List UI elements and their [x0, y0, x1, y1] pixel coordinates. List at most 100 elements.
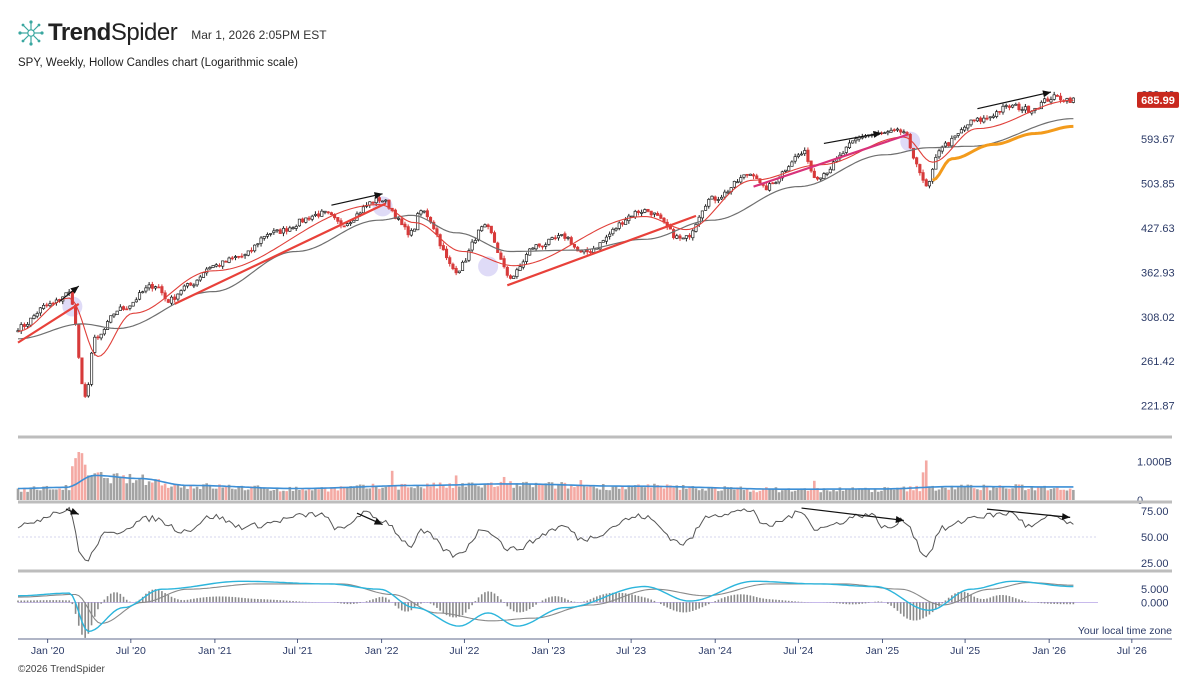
volume-bar[interactable]	[889, 489, 893, 500]
price-candle[interactable]	[269, 233, 273, 237]
volume-bar[interactable]	[822, 488, 826, 500]
price-candle[interactable]	[141, 290, 145, 294]
price-candle[interactable]	[163, 290, 167, 302]
volume-bar[interactable]	[208, 484, 212, 500]
price-candle[interactable]	[189, 282, 193, 287]
volume-bar[interactable]	[656, 485, 659, 500]
volume-bar[interactable]	[99, 472, 103, 500]
price-candle[interactable]	[601, 239, 605, 243]
volume-bar[interactable]	[819, 492, 823, 500]
volume-bar[interactable]	[474, 483, 477, 500]
volume-bar[interactable]	[649, 487, 653, 500]
price-candle[interactable]	[547, 238, 551, 246]
price-candle[interactable]	[272, 228, 276, 235]
volume-bar[interactable]	[672, 487, 675, 500]
price-candle[interactable]	[259, 236, 263, 247]
price-candle[interactable]	[803, 147, 807, 156]
price-candle[interactable]	[627, 213, 631, 224]
volume-bar[interactable]	[135, 480, 138, 500]
volume-bar[interactable]	[406, 487, 410, 500]
price-candle[interactable]	[1014, 102, 1018, 106]
price-candle[interactable]	[556, 232, 561, 241]
volume-bar[interactable]	[963, 487, 966, 500]
volume-bar[interactable]	[1056, 487, 1059, 500]
price-candle[interactable]	[956, 133, 960, 138]
price-candle[interactable]	[975, 117, 979, 123]
price-candle[interactable]	[1046, 96, 1050, 102]
volume-bar[interactable]	[761, 488, 765, 500]
volume-bar[interactable]	[630, 486, 634, 500]
price-candle[interactable]	[99, 333, 103, 341]
price-candle[interactable]	[489, 225, 493, 235]
volume-bar[interactable]	[301, 489, 304, 500]
price-candle[interactable]	[278, 228, 282, 234]
price-candle[interactable]	[265, 232, 269, 239]
volume-bar[interactable]	[892, 489, 896, 500]
volume-bar[interactable]	[1049, 489, 1053, 500]
price-candle[interactable]	[652, 212, 656, 218]
price-candle[interactable]	[444, 246, 449, 261]
volume-bar[interactable]	[944, 487, 947, 500]
price-candle[interactable]	[45, 302, 49, 308]
volume-bar[interactable]	[365, 488, 368, 500]
volume-bar[interactable]	[793, 490, 797, 500]
price-candle[interactable]	[221, 260, 225, 269]
volume-bar[interactable]	[924, 460, 928, 500]
price-candle[interactable]	[253, 244, 257, 253]
price-candle[interactable]	[889, 127, 893, 133]
price-candle[interactable]	[608, 231, 612, 240]
volume-bar[interactable]	[339, 486, 343, 500]
price-candle[interactable]	[899, 128, 903, 136]
volume-bar[interactable]	[397, 489, 400, 500]
price-candle[interactable]	[173, 294, 177, 303]
price-candle[interactable]	[822, 172, 826, 179]
price-candle[interactable]	[150, 281, 154, 292]
trendline[interactable]	[17, 302, 80, 344]
volume-bar[interactable]	[685, 488, 688, 500]
volume-bar[interactable]	[972, 488, 976, 500]
price-candle[interactable]	[537, 243, 541, 248]
price-candle[interactable]	[736, 179, 740, 184]
volume-bar[interactable]	[272, 489, 276, 500]
volume-bar[interactable]	[314, 488, 317, 500]
volume-bar[interactable]	[870, 492, 874, 500]
volume-bar[interactable]	[701, 488, 704, 500]
volume-bar[interactable]	[566, 488, 570, 500]
volume-bar[interactable]	[496, 486, 500, 500]
volume-bar[interactable]	[77, 452, 81, 500]
price-candle[interactable]	[153, 285, 158, 291]
price-candle[interactable]	[86, 382, 90, 398]
price-candle[interactable]	[681, 237, 685, 240]
volume-bar[interactable]	[896, 487, 899, 500]
volume-bar[interactable]	[1040, 486, 1043, 500]
volume-bar[interactable]	[429, 486, 432, 500]
volume-bar[interactable]	[138, 478, 141, 500]
price-candle[interactable]	[979, 116, 983, 125]
price-candle[interactable]	[614, 227, 618, 232]
volume-bar[interactable]	[163, 483, 167, 500]
price-candle[interactable]	[700, 210, 704, 221]
price-candle[interactable]	[317, 210, 321, 219]
volume-bar[interactable]	[707, 487, 711, 500]
price-candle[interactable]	[812, 168, 816, 179]
price-candle[interactable]	[963, 125, 967, 133]
price-candle[interactable]	[262, 235, 266, 241]
volume-bar[interactable]	[119, 476, 122, 500]
price-candle[interactable]	[806, 147, 810, 164]
volume-bar[interactable]	[87, 475, 90, 500]
volume-bar[interactable]	[288, 486, 292, 500]
volume-bar[interactable]	[621, 486, 624, 500]
volume-bar[interactable]	[953, 489, 957, 500]
volume-bar[interactable]	[813, 480, 816, 500]
volume-bar[interactable]	[653, 483, 656, 500]
trend-arrow[interactable]	[977, 90, 1052, 110]
price-candle[interactable]	[441, 242, 445, 251]
volume-bar[interactable]	[803, 488, 807, 500]
volume-bar[interactable]	[825, 490, 829, 500]
price-candle[interactable]	[192, 283, 196, 289]
price-candle[interactable]	[502, 255, 506, 269]
volume-bar[interactable]	[982, 484, 986, 500]
price-candle[interactable]	[432, 220, 436, 231]
price-candle[interactable]	[732, 180, 736, 189]
